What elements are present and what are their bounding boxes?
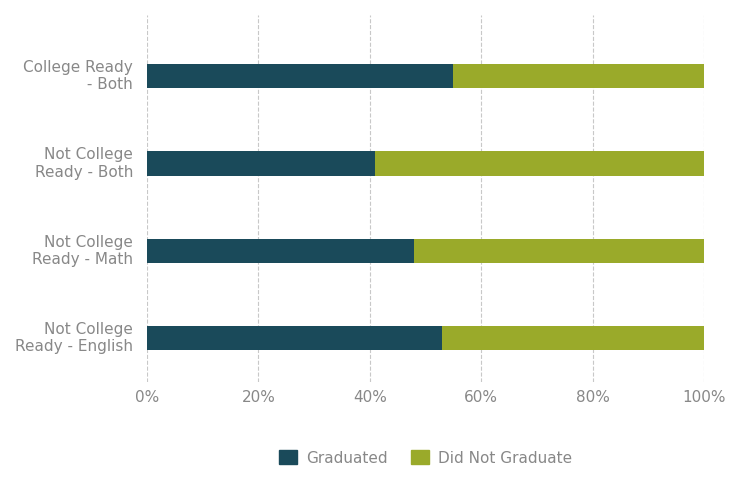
Bar <box>147 64 453 88</box>
Bar <box>147 239 414 263</box>
Bar <box>414 239 704 263</box>
Bar <box>147 326 442 350</box>
Bar <box>376 151 704 176</box>
Legend: Graduated, Did Not Graduate: Graduated, Did Not Graduate <box>273 445 579 471</box>
Bar <box>453 64 704 88</box>
Bar <box>147 151 376 176</box>
Bar <box>442 326 704 350</box>
